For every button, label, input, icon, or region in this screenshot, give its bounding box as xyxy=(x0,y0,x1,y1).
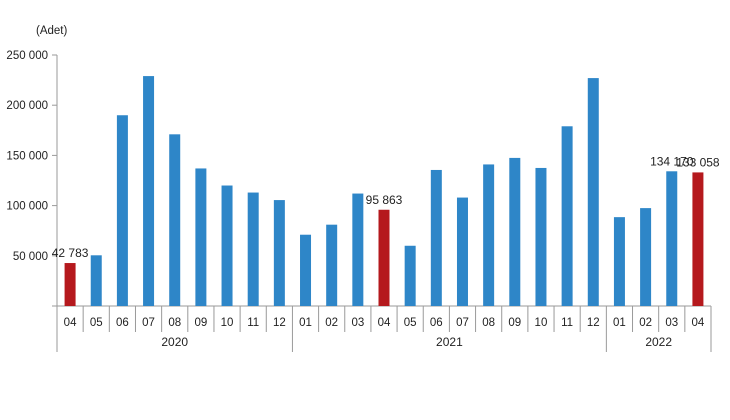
data-label: 134 170 xyxy=(650,154,694,168)
x-tick-label: 04 xyxy=(692,317,705,329)
x-tick-label: 03 xyxy=(351,317,364,329)
bar xyxy=(613,217,625,306)
bar xyxy=(247,192,259,306)
x-tick-label: 05 xyxy=(404,317,417,329)
bar xyxy=(587,78,599,306)
bar xyxy=(561,126,573,306)
bar xyxy=(116,115,128,307)
x-tick-label: 09 xyxy=(194,317,207,329)
x-tick-label: 02 xyxy=(325,317,338,329)
x-tick-label: 10 xyxy=(535,317,548,329)
x-tick-label: 11 xyxy=(561,317,573,329)
bar xyxy=(64,263,76,306)
bar xyxy=(195,168,207,306)
x-tick-label: 07 xyxy=(142,317,155,329)
x-tick-label: 01 xyxy=(613,317,626,329)
x-tick-label: 12 xyxy=(587,317,600,329)
y-axis-unit-label: (Adet) xyxy=(36,25,67,37)
x-tick-label: 01 xyxy=(299,317,312,329)
data-label: 95 863 xyxy=(366,193,403,207)
bar xyxy=(483,164,495,306)
x-tick-label: 09 xyxy=(508,317,521,329)
bar xyxy=(169,134,181,306)
bar xyxy=(640,208,652,306)
bar xyxy=(509,157,521,306)
bar xyxy=(352,193,364,306)
data-label: 42 783 xyxy=(52,246,89,260)
bar xyxy=(692,172,704,306)
y-tick-label: 100 000 xyxy=(6,201,48,213)
bar xyxy=(535,167,547,306)
x-tick-label: 07 xyxy=(456,317,469,329)
bar xyxy=(143,76,155,306)
y-tick-label: 50 000 xyxy=(13,251,48,263)
x-tick-label: 08 xyxy=(168,317,181,329)
x-tick-label: 04 xyxy=(378,317,391,329)
x-tick-label: 03 xyxy=(665,317,678,329)
bar xyxy=(456,197,468,306)
y-tick-label: 200 000 xyxy=(6,100,48,112)
x-tick-label: 02 xyxy=(639,317,652,329)
bar xyxy=(430,169,442,306)
year-label: 2021 xyxy=(436,335,463,349)
x-tick-label: 06 xyxy=(116,317,129,329)
data-label: 133 058 xyxy=(676,155,720,169)
x-tick-label: 06 xyxy=(430,317,443,329)
x-tick-label: 12 xyxy=(273,317,286,329)
bar xyxy=(273,200,285,306)
y-tick-label: 250 000 xyxy=(6,50,48,62)
year-label: 2022 xyxy=(645,335,672,349)
x-tick-label: 05 xyxy=(90,317,103,329)
x-tick-label: 04 xyxy=(64,317,77,329)
x-tick-label: 10 xyxy=(221,317,234,329)
x-tick-label: 08 xyxy=(482,317,495,329)
x-tick-label: 11 xyxy=(247,317,259,329)
bar xyxy=(404,245,416,306)
bar xyxy=(378,209,390,306)
bar xyxy=(90,255,102,306)
bar xyxy=(300,234,312,306)
year-label: 2020 xyxy=(161,335,188,349)
bar xyxy=(666,171,678,306)
bar xyxy=(326,224,338,306)
y-tick-label: 150 000 xyxy=(6,150,48,162)
bar xyxy=(221,185,233,306)
